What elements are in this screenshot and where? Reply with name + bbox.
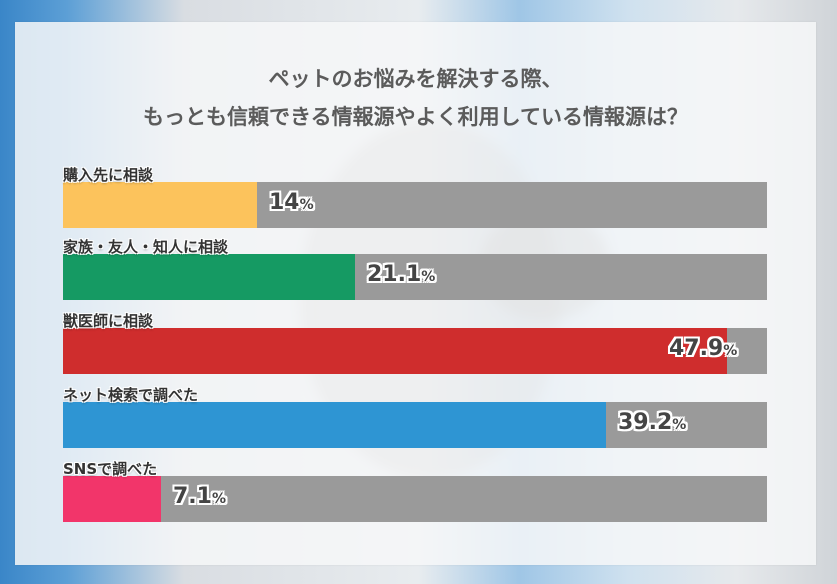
bar-value: 39.2% <box>618 410 687 435</box>
bar-track: 7.1% <box>63 476 767 522</box>
bar-value: 7.1% <box>173 484 227 509</box>
chart-title: ペットのお悩みを解決する際、 もっとも信頼できる情報源やよく利用している情報源は… <box>15 60 816 136</box>
bar-fill <box>63 476 161 522</box>
bar-value: 47.9% <box>669 336 738 361</box>
bar-track: 47.9% <box>63 328 767 374</box>
bar-value: 21.1% <box>367 262 436 287</box>
chart-panel: ペットのお悩みを解決する際、 もっとも信頼できる情報源やよく利用している情報源は… <box>15 22 816 565</box>
bar-label: 獣医師に相談 <box>63 312 154 330</box>
bar-track: 14% <box>63 182 767 228</box>
title-line-1: ペットのお悩みを解決する際、 <box>268 67 563 91</box>
bar-track: 21.1% <box>63 254 767 300</box>
bar-label: 家族・友人・知人に相談 <box>63 238 229 256</box>
bar-label: 購入先に相談 <box>63 166 154 184</box>
bar-label: SNSで調べた <box>63 460 158 478</box>
bar-track: 39.2% <box>63 402 767 448</box>
bar-value: 14% <box>269 190 314 215</box>
bar-fill <box>63 182 257 228</box>
bar-fill <box>63 402 606 448</box>
title-line-2: もっとも信頼できる情報源やよく利用している情報源は？ <box>143 105 688 129</box>
bar-fill <box>63 254 355 300</box>
bar-label: ネット検索で調べた <box>63 386 199 404</box>
bar-fill <box>63 328 727 374</box>
